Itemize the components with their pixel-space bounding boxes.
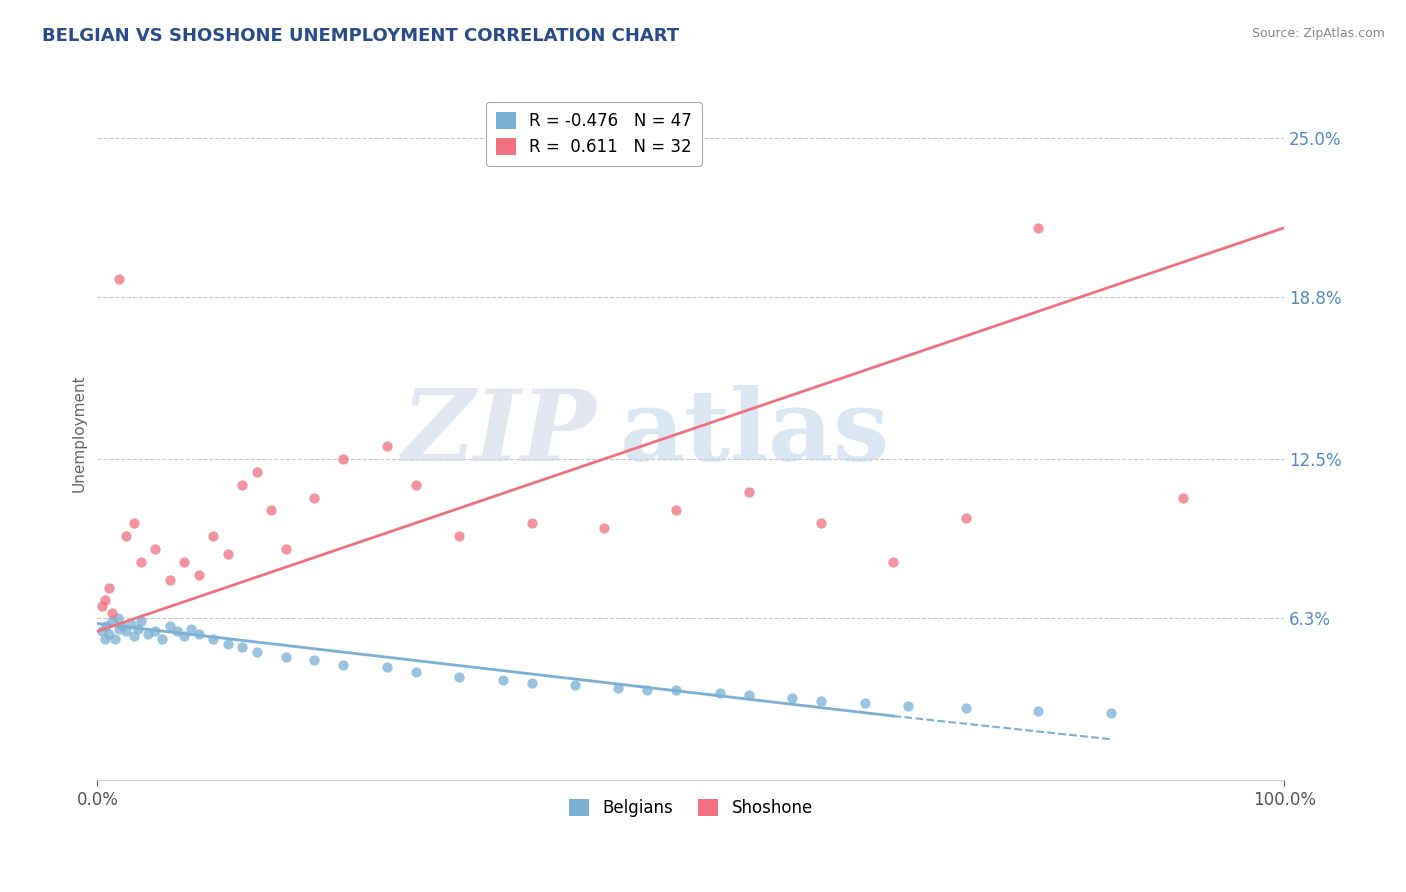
Y-axis label: Unemployment: Unemployment — [72, 375, 86, 492]
Point — [780, 691, 803, 706]
Point — [127, 622, 149, 636]
Point — [202, 529, 225, 543]
Point — [187, 627, 209, 641]
Point — [492, 673, 515, 687]
Point — [152, 632, 174, 646]
Point — [449, 529, 471, 543]
Point — [97, 581, 120, 595]
Point — [375, 439, 398, 453]
Point — [636, 683, 658, 698]
Point — [202, 632, 225, 646]
Point — [129, 614, 152, 628]
Point — [1026, 220, 1049, 235]
Point — [129, 555, 152, 569]
Point — [955, 511, 977, 525]
Point — [332, 452, 354, 467]
Point — [166, 624, 188, 639]
Point — [108, 622, 131, 636]
Point — [136, 627, 159, 641]
Point — [449, 671, 471, 685]
Point — [120, 616, 142, 631]
Point — [159, 619, 181, 633]
Point — [405, 477, 427, 491]
Point — [217, 547, 239, 561]
Point — [738, 689, 761, 703]
Point — [274, 649, 297, 664]
Point — [104, 632, 127, 646]
Point — [332, 657, 354, 672]
Point — [405, 665, 427, 680]
Point — [101, 606, 124, 620]
Point — [1099, 706, 1122, 721]
Point — [231, 477, 253, 491]
Point — [882, 555, 904, 569]
Point — [245, 645, 267, 659]
Point — [1026, 704, 1049, 718]
Point — [520, 516, 543, 531]
Point — [810, 516, 832, 531]
Point — [304, 491, 326, 505]
Point — [97, 627, 120, 641]
Point — [107, 611, 129, 625]
Point — [173, 555, 195, 569]
Point — [94, 619, 117, 633]
Text: BELGIAN VS SHOSHONE UNEMPLOYMENT CORRELATION CHART: BELGIAN VS SHOSHONE UNEMPLOYMENT CORRELA… — [42, 27, 679, 45]
Point — [122, 516, 145, 531]
Point — [274, 541, 297, 556]
Point — [520, 675, 543, 690]
Point — [304, 652, 326, 666]
Point — [187, 567, 209, 582]
Point — [111, 619, 134, 633]
Text: Source: ZipAtlas.com: Source: ZipAtlas.com — [1251, 27, 1385, 40]
Point — [122, 629, 145, 643]
Point — [93, 632, 115, 646]
Point — [853, 696, 876, 710]
Point — [143, 541, 166, 556]
Point — [738, 485, 761, 500]
Legend: Belgians, Shoshone: Belgians, Shoshone — [562, 792, 820, 824]
Point — [955, 701, 977, 715]
Point — [709, 686, 731, 700]
Point — [180, 622, 202, 636]
Point — [607, 681, 630, 695]
Point — [593, 521, 616, 535]
Point — [665, 503, 688, 517]
Point — [143, 624, 166, 639]
Point — [115, 624, 138, 639]
Point — [101, 614, 124, 628]
Point — [159, 573, 181, 587]
Point — [173, 629, 195, 643]
Point — [217, 637, 239, 651]
Point — [108, 272, 131, 286]
Point — [90, 599, 112, 613]
Point — [810, 693, 832, 707]
Point — [665, 683, 688, 698]
Point — [260, 503, 283, 517]
Point — [245, 465, 267, 479]
Point — [231, 640, 253, 654]
Point — [564, 678, 586, 692]
Point — [115, 529, 138, 543]
Point — [90, 624, 112, 639]
Point — [93, 593, 115, 607]
Point — [897, 698, 920, 713]
Text: atlas: atlas — [620, 384, 890, 482]
Text: ZIP: ZIP — [401, 385, 596, 482]
Point — [375, 660, 398, 674]
Point — [1171, 491, 1194, 505]
